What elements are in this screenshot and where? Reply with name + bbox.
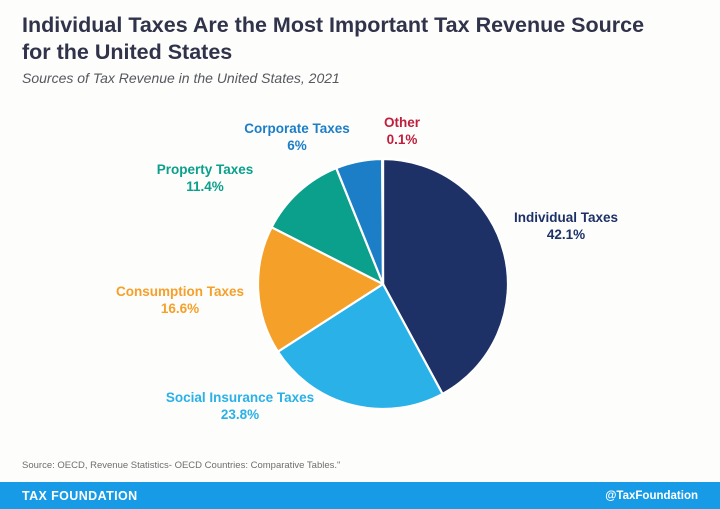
pie-slice-other bbox=[381, 157, 385, 286]
pie-slice-property-taxes bbox=[270, 166, 385, 286]
slice-label-text: Consumption Taxes bbox=[115, 284, 245, 299]
slice-label-value: 23.8% bbox=[220, 407, 260, 422]
brand-name: TAX FOUNDATION bbox=[22, 488, 138, 503]
pie-slice-social-insurance-taxes bbox=[276, 282, 444, 411]
source-note: Source: OECD, Revenue Statistics- OECD C… bbox=[22, 460, 341, 471]
slice-label-other: Other 0.1% bbox=[384, 114, 420, 148]
page-title: Individual Taxes Are the Most Important … bbox=[22, 12, 682, 66]
slice-label-text: Other bbox=[383, 115, 421, 130]
pie-slice-consumption-taxes bbox=[256, 226, 385, 353]
chart-subtitle: Sources of Tax Revenue in the United Sta… bbox=[22, 70, 340, 86]
twitter-handle: @TaxFoundation bbox=[605, 489, 698, 502]
title-line-1: Individual Taxes Are the Most Important … bbox=[22, 13, 645, 37]
title-line-2: for the United States bbox=[22, 40, 233, 64]
slice-label-social-insurance-taxes: Social Insurance Taxes 23.8% bbox=[166, 389, 314, 423]
pie-slice-individual-taxes bbox=[381, 157, 510, 396]
slice-label-text: Social Insurance Taxes bbox=[165, 390, 315, 405]
slice-label-text: Corporate Taxes bbox=[244, 121, 350, 136]
slice-label-property-taxes: Property Taxes 11.4% bbox=[157, 161, 254, 195]
slice-label-value: 0.1% bbox=[386, 132, 418, 147]
slice-label-value: 11.4% bbox=[186, 179, 224, 194]
footer-bar: TAX FOUNDATION @TaxFoundation bbox=[0, 482, 720, 509]
slice-label-value: 42.1% bbox=[546, 227, 586, 242]
slice-label-consumption-taxes: Consumption Taxes 16.6% bbox=[116, 283, 244, 317]
slice-label-value: 16.6% bbox=[160, 301, 200, 316]
slice-label-value: 6% bbox=[287, 138, 307, 153]
slice-label-text: Individual Taxes bbox=[513, 210, 619, 225]
slice-label-corporate-taxes: Corporate Taxes 6% bbox=[244, 120, 350, 154]
slice-label-text: Property Taxes bbox=[156, 162, 254, 177]
slice-label-individual-taxes: Individual Taxes 42.1% bbox=[514, 209, 618, 243]
